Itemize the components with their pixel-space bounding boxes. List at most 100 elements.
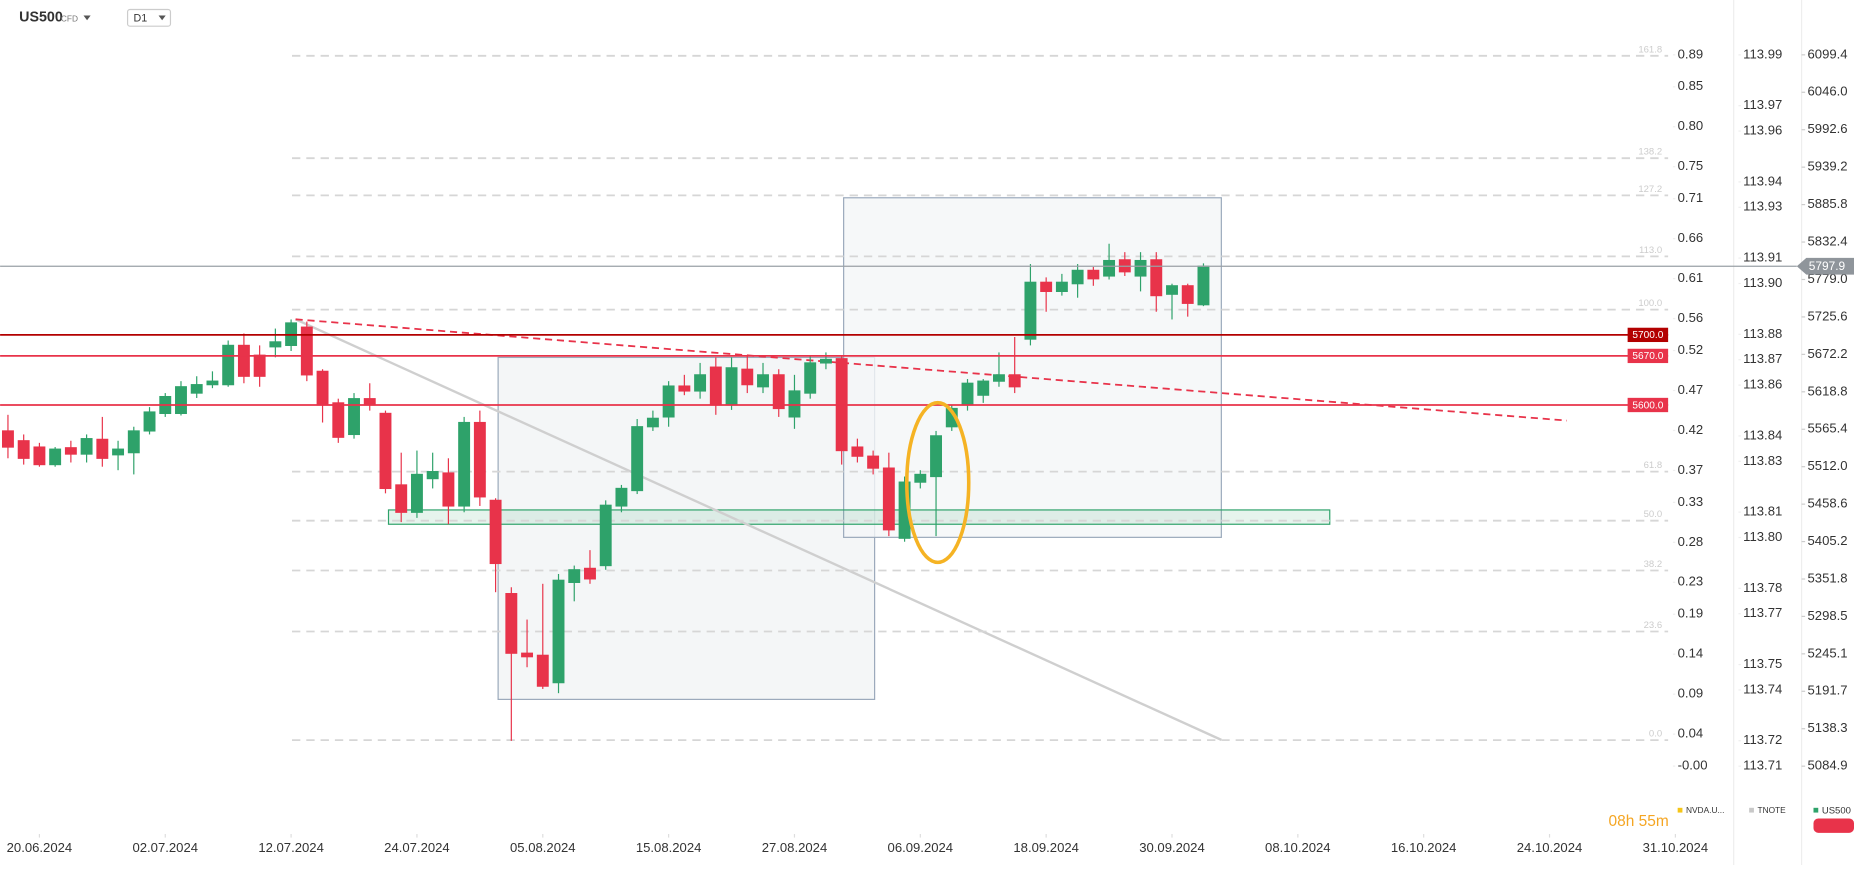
y-tick-label: 5191.7 <box>1808 683 1848 698</box>
sell-button[interactable] <box>1813 818 1854 833</box>
candle-body <box>536 654 549 687</box>
candle-body <box>961 382 974 406</box>
overlay-tick-label: 113.71 <box>1743 758 1782 773</box>
y-tick-label: 6046.0 <box>1808 84 1848 99</box>
trend-line <box>295 318 1567 422</box>
candle-body <box>190 384 203 394</box>
symbol-type: CFD <box>61 13 78 23</box>
overlay-tick-label: 0.19 <box>1678 606 1703 621</box>
x-tick-label: 12.07.2024 <box>258 840 324 855</box>
overlay-tick-label: 0.42 <box>1678 422 1703 437</box>
overlay-tick-label: 113.93 <box>1743 199 1782 214</box>
overlay-tick-label: 113.88 <box>1743 326 1782 341</box>
x-tick-label: 08.10.2024 <box>1265 840 1331 855</box>
candle-body <box>1071 269 1084 285</box>
y-tick-label: 5512.0 <box>1808 458 1848 473</box>
overlay-tick-label: 113.72 <box>1743 732 1782 747</box>
candle-body <box>237 344 250 377</box>
fib-label: 61.8 <box>1644 460 1663 471</box>
overlay-tick-label: 113.78 <box>1743 580 1782 595</box>
candle-body <box>348 398 360 436</box>
y-tick-label: 5618.8 <box>1808 383 1848 398</box>
overlay-tick-label: 0.09 <box>1678 686 1703 701</box>
candle-body <box>253 354 266 377</box>
candle-body <box>33 446 46 466</box>
trend-line <box>295 318 1222 741</box>
x-tick-label: 24.07.2024 <box>384 840 450 855</box>
candle-body <box>410 473 423 513</box>
y-tick-label: 6099.4 <box>1808 46 1848 61</box>
candle-body <box>694 374 707 392</box>
level-label-box <box>1627 348 1669 364</box>
overlay-tick-label: 113.81 <box>1743 504 1782 519</box>
candle-body <box>1150 259 1163 297</box>
candle-body <box>930 435 943 478</box>
legend-label: US500 <box>1822 805 1851 816</box>
candle-body <box>631 426 644 492</box>
x-tick-label: 15.08.2024 <box>636 840 702 855</box>
candle-body <box>300 326 313 376</box>
overlay-tick-label: 0.80 <box>1678 118 1703 133</box>
overlay-tick-label: 0.33 <box>1678 494 1703 509</box>
candle-body <box>568 569 581 583</box>
y-tick-label: 5458.6 <box>1808 496 1848 511</box>
y-tick-label: 5405.2 <box>1808 533 1848 548</box>
y-tick-label: 5351.8 <box>1808 570 1848 585</box>
overlay-tick-label: 113.97 <box>1743 97 1782 112</box>
candle-body <box>615 487 628 507</box>
candle-body <box>599 504 612 567</box>
candle-body <box>1 430 14 448</box>
y-tick-label: 5298.5 <box>1808 608 1848 623</box>
caret[interactable] <box>83 15 91 21</box>
overlay-tick-label: 113.87 <box>1743 351 1782 366</box>
x-tick-label: 20.06.2024 <box>7 840 73 855</box>
overlay-tick-label: 0.52 <box>1678 342 1703 357</box>
timeframe-select[interactable] <box>126 8 172 27</box>
candle-body <box>914 473 927 483</box>
fib-label: 138.2 <box>1638 147 1662 158</box>
candle-body <box>17 440 30 459</box>
candle-body <box>206 380 219 386</box>
fib-label: 50.0 <box>1644 509 1663 520</box>
overlay-tick-label: 113.96 <box>1743 123 1782 138</box>
candle-body <box>1197 265 1210 306</box>
candle-body <box>127 430 140 454</box>
candle-body <box>505 593 518 654</box>
overlay-tick-label: 0.85 <box>1678 78 1703 93</box>
y-tick-label: 5885.8 <box>1808 196 1848 211</box>
level-label-box <box>1627 397 1669 413</box>
level-label: 5670.0 <box>1632 351 1663 362</box>
x-tick-label: 18.09.2024 <box>1013 840 1079 855</box>
plot-layer: 161.8 138.2 127.2 113.0 100.0 61.8 50.0 38.2 23.… <box>0 44 1797 742</box>
candle-body <box>316 370 329 406</box>
legend-label: NVDA.U... <box>1686 805 1724 815</box>
candle-body <box>584 567 596 580</box>
caret <box>158 15 166 21</box>
candle-body <box>379 412 392 490</box>
y-tick-label: 5939.2 <box>1808 159 1848 174</box>
candle-body <box>552 579 565 684</box>
fib-label: 127.2 <box>1638 184 1662 195</box>
overlay-tick-label: 0.89 <box>1678 46 1703 61</box>
candle-body <box>1055 281 1068 293</box>
candle-body <box>662 385 675 418</box>
candle-body <box>473 421 486 498</box>
legend-label: TNOTE <box>1757 805 1786 815</box>
overlay-tick-label: 113.84 <box>1743 427 1782 442</box>
y-tick-label: 5832.4 <box>1808 233 1848 248</box>
candle-body <box>222 344 235 386</box>
highlight-ellipse <box>905 400 971 565</box>
candle-body <box>395 484 408 513</box>
candle-body <box>678 385 691 392</box>
y-tick-label: 5779.0 <box>1808 271 1848 286</box>
candle-body <box>1166 285 1178 295</box>
candle-body <box>1181 285 1194 304</box>
candle-body <box>64 447 77 455</box>
x-tick-label: 05.08.2024 <box>510 840 576 855</box>
y-tick-label: 5992.6 <box>1808 121 1848 136</box>
fib-label: 0.0 <box>1649 729 1662 740</box>
x-tick-label: 02.07.2024 <box>132 840 198 855</box>
overlay-tick-label: 113.94 <box>1743 173 1782 188</box>
candle-body <box>426 471 439 480</box>
